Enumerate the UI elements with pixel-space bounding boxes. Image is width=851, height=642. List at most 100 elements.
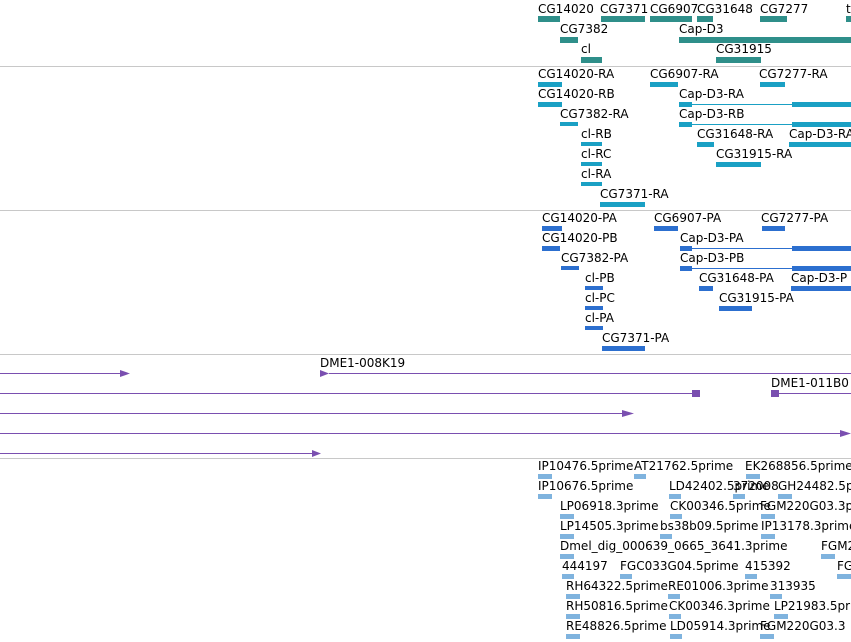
est-label[interactable]: LP06918.3prime [560, 499, 659, 513]
transcript-label[interactable]: CG31915-RA [716, 147, 793, 161]
est-feature[interactable] [562, 574, 574, 579]
transcript-label[interactable]: CG14020-RA [538, 67, 615, 81]
est-label[interactable]: 372008 [733, 479, 779, 493]
transcript-label[interactable]: cl-RC [581, 147, 612, 161]
clone-feature[interactable] [0, 433, 840, 434]
gene-feature[interactable] [601, 16, 645, 22]
transcript-label[interactable]: Cap-D3-RA [679, 87, 744, 101]
transcript-label[interactable]: CG6907-RA [650, 67, 719, 81]
est-label[interactable]: 444197 [562, 559, 608, 573]
transcript-feature[interactable] [716, 162, 761, 167]
transcript-feature[interactable] [697, 142, 714, 147]
protein-feature[interactable] [585, 326, 603, 330]
gene-feature[interactable] [846, 16, 851, 22]
est-label[interactable]: IP10676.5prime [538, 479, 634, 493]
protein-label[interactable]: CG31648-PA [699, 271, 774, 285]
gene-feature[interactable] [560, 37, 578, 43]
est-feature[interactable] [761, 534, 775, 539]
est-label[interactable]: LP14505.3prime [560, 519, 659, 533]
est-feature[interactable] [746, 474, 760, 479]
est-label[interactable]: Dmel_dig_000639_0665_3641.3prime [560, 539, 788, 553]
clone-feature[interactable] [329, 373, 851, 374]
gene-feature[interactable] [716, 57, 761, 63]
clone-feature[interactable] [0, 453, 312, 454]
est-feature[interactable] [837, 574, 851, 579]
protein-feature[interactable] [561, 266, 579, 270]
protein-feature[interactable] [791, 286, 851, 291]
est-label[interactable]: RH50816.5prime [566, 599, 668, 613]
clone-feature[interactable] [0, 393, 692, 394]
est-feature[interactable] [566, 614, 580, 619]
gene-feature[interactable] [760, 16, 787, 22]
clone-feature[interactable] [779, 393, 851, 394]
est-feature[interactable] [770, 594, 782, 599]
clone-label[interactable]: DME1-008K19 [320, 356, 406, 370]
gene-feature[interactable] [697, 16, 713, 22]
est-feature[interactable] [538, 494, 552, 499]
est-label[interactable]: RE48826.5prime [566, 619, 667, 633]
est-feature[interactable] [778, 494, 792, 499]
transcript-label[interactable]: cl-RB [581, 127, 612, 141]
protein-feature[interactable] [680, 246, 692, 251]
protein-feature[interactable] [792, 246, 851, 251]
transcript-feature[interactable] [650, 82, 678, 87]
transcript-label[interactable]: Cap-D3-RB [679, 107, 745, 121]
transcript-feature[interactable] [760, 82, 785, 87]
gene-label[interactable]: CG7277 [760, 2, 809, 16]
est-feature[interactable] [745, 574, 757, 579]
protein-label[interactable]: Cap-D3-PB [680, 251, 745, 265]
est-feature[interactable] [566, 634, 580, 639]
transcript-label[interactable]: CG7277-RA [759, 67, 828, 81]
gene-label[interactable]: CG31648 [697, 2, 753, 16]
est-feature[interactable] [669, 494, 681, 499]
transcript-feature[interactable] [600, 202, 645, 207]
est-label[interactable]: IP10476.5prime [538, 459, 634, 473]
est-feature[interactable] [774, 614, 788, 619]
est-feature[interactable] [821, 554, 835, 559]
transcript-feature[interactable] [792, 102, 851, 107]
protein-feature[interactable] [680, 266, 692, 271]
est-label[interactable]: 415392 [745, 559, 791, 573]
est-label[interactable]: CK00346.3prime [669, 599, 770, 613]
est-feature[interactable] [669, 614, 681, 619]
transcript-feature[interactable] [560, 122, 578, 126]
protein-label[interactable]: cl-PB [585, 271, 615, 285]
est-feature[interactable] [733, 494, 745, 499]
est-label[interactable]: LP21983.5prime [774, 599, 851, 613]
est-feature[interactable] [761, 514, 775, 519]
est-label[interactable]: FGM220G03.3p [760, 499, 851, 513]
protein-label[interactable]: CG7371-PA [602, 331, 670, 345]
clone-feature[interactable] [0, 373, 120, 374]
transcript-feature[interactable] [581, 182, 602, 186]
protein-label[interactable]: Cap-D3-PA [680, 231, 744, 245]
transcript-feature[interactable] [679, 122, 692, 127]
gene-feature[interactable] [679, 37, 851, 43]
protein-label[interactable]: CG14020-PA [542, 211, 617, 225]
est-feature[interactable] [560, 534, 574, 539]
clone-label[interactable]: DME1-011B0 [771, 376, 849, 390]
est-label[interactable]: RH64322.5prime [566, 579, 668, 593]
protein-feature[interactable] [585, 286, 603, 290]
est-feature[interactable] [538, 474, 552, 479]
gene-label[interactable]: CG7371 [600, 2, 649, 16]
protein-label[interactable]: CG31915-PA [719, 291, 794, 305]
transcript-feature[interactable] [679, 102, 692, 107]
gene-label[interactable]: CG14020 [538, 2, 594, 16]
protein-label[interactable]: CG7382-PA [561, 251, 629, 265]
est-feature[interactable] [620, 574, 632, 579]
protein-feature[interactable] [542, 226, 562, 231]
transcript-feature[interactable] [581, 142, 602, 146]
protein-label[interactable]: cl-PA [585, 311, 614, 325]
est-feature[interactable] [760, 634, 774, 639]
est-label[interactable]: RE01006.3prime [668, 579, 769, 593]
est-feature[interactable] [660, 534, 672, 539]
protein-feature[interactable] [699, 286, 713, 291]
est-feature[interactable] [634, 474, 646, 479]
est-feature[interactable] [566, 594, 580, 599]
est-feature[interactable] [560, 514, 574, 519]
transcript-feature[interactable] [538, 102, 562, 107]
est-label[interactable]: CK00346.5prime [670, 499, 771, 513]
gene-label[interactable]: CG7382 [560, 22, 609, 36]
est-feature[interactable] [668, 594, 680, 599]
gene-label[interactable]: t [846, 2, 851, 16]
